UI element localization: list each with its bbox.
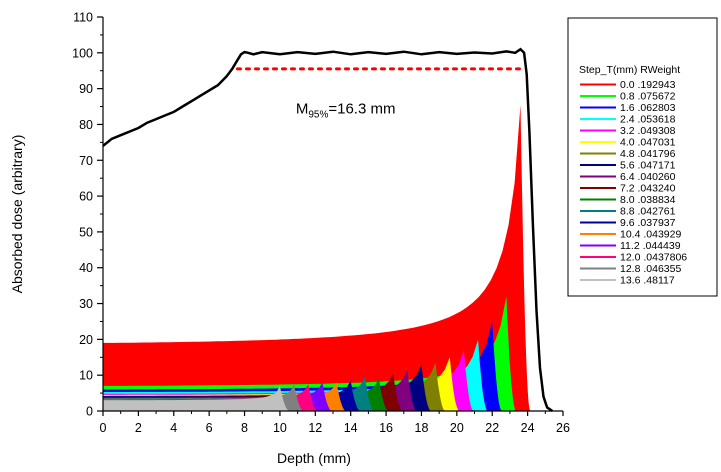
legend-label: 3.2 .049308 bbox=[620, 125, 676, 137]
legend-label: 8.8 .042761 bbox=[620, 206, 676, 218]
x-tick-label: 16 bbox=[379, 421, 393, 435]
x-tick-label: 26 bbox=[556, 421, 570, 435]
x-tick-label: 8 bbox=[241, 421, 248, 435]
legend-box bbox=[567, 17, 718, 297]
x-tick-label: 20 bbox=[450, 421, 464, 435]
legend-label: 6.4 .040260 bbox=[620, 171, 676, 183]
legend-label: 8.0 .038834 bbox=[620, 194, 676, 206]
x-tick-label: 14 bbox=[344, 421, 358, 435]
x-tick-label: 18 bbox=[415, 421, 429, 435]
x-tick-label: 6 bbox=[206, 421, 213, 435]
y-tick-label: 50 bbox=[79, 225, 93, 239]
legend-label: 0.8 .075672 bbox=[620, 91, 676, 103]
bragg-peak-areas bbox=[103, 104, 531, 412]
legend-label: 12.0 .0437806 bbox=[620, 252, 687, 264]
y-tick-label: 80 bbox=[79, 118, 93, 132]
legend-label: 13.6 .48117 bbox=[620, 275, 675, 287]
annotation-m95: M95%=16.3 mm bbox=[296, 101, 396, 121]
legend-label: 11.2 .044439 bbox=[620, 240, 681, 252]
x-tick-label: 2 bbox=[135, 421, 142, 435]
legend-label: 12.8 .046355 bbox=[620, 263, 681, 275]
y-tick-label: 90 bbox=[79, 82, 93, 96]
y-tick-label: 60 bbox=[79, 190, 93, 204]
legend-header: Step_T(mm) RWeight bbox=[579, 64, 680, 76]
bragg-peak-area bbox=[103, 385, 290, 411]
sobp-curve bbox=[102, 47, 554, 413]
x-tick-label: 10 bbox=[273, 421, 287, 435]
y-tick-label: 40 bbox=[79, 261, 93, 275]
x-tick-label: 22 bbox=[485, 421, 499, 435]
annotation-suffix: =16.3 mm bbox=[328, 101, 395, 118]
x-tick-label: 12 bbox=[308, 421, 322, 435]
x-tick-label: 24 bbox=[521, 421, 535, 435]
legend-label: 1.6 .062803 bbox=[620, 102, 676, 114]
y-tick-label: 0 bbox=[86, 405, 93, 419]
y-tick-label: 100 bbox=[72, 46, 93, 60]
legend-label: 10.4 .043929 bbox=[620, 229, 681, 241]
annotation-subscript: 95% bbox=[308, 110, 328, 121]
x-axis-title: Depth (mm) bbox=[277, 450, 351, 466]
legend-label: 2.4 .053618 bbox=[620, 114, 676, 126]
legend-label: 4.8 .041796 bbox=[620, 148, 676, 160]
legend-label: 5.6 .047171 bbox=[620, 160, 676, 172]
y-tick-label: 20 bbox=[79, 333, 93, 347]
legend-label: 9.6 .037937 bbox=[620, 217, 676, 229]
y-axis-title: Absorbed dose (arbitrary) bbox=[9, 135, 25, 294]
y-tick-label: 10 bbox=[79, 369, 93, 383]
annotation-main: M bbox=[296, 101, 309, 118]
legend-label: 0.0 .192943 bbox=[620, 79, 676, 91]
legend-label: 7.2 .043240 bbox=[620, 183, 676, 195]
axes bbox=[97, 16, 564, 416]
y-tick-label: 30 bbox=[79, 297, 93, 311]
bragg-peak-area bbox=[103, 104, 531, 412]
tick-labels: 0 2 4 6 8 10 12 14 16 18 20 22 24 2601020304050607080… bbox=[72, 11, 570, 436]
y-tick-label: 110 bbox=[73, 11, 93, 25]
y-tick-label: 70 bbox=[79, 154, 93, 168]
legend-label: 4.0 .047031 bbox=[620, 137, 676, 149]
x-tick-label: 4 bbox=[170, 421, 177, 435]
x-tick-label: 0 bbox=[100, 421, 107, 435]
sobp-curve-layer bbox=[102, 47, 554, 413]
